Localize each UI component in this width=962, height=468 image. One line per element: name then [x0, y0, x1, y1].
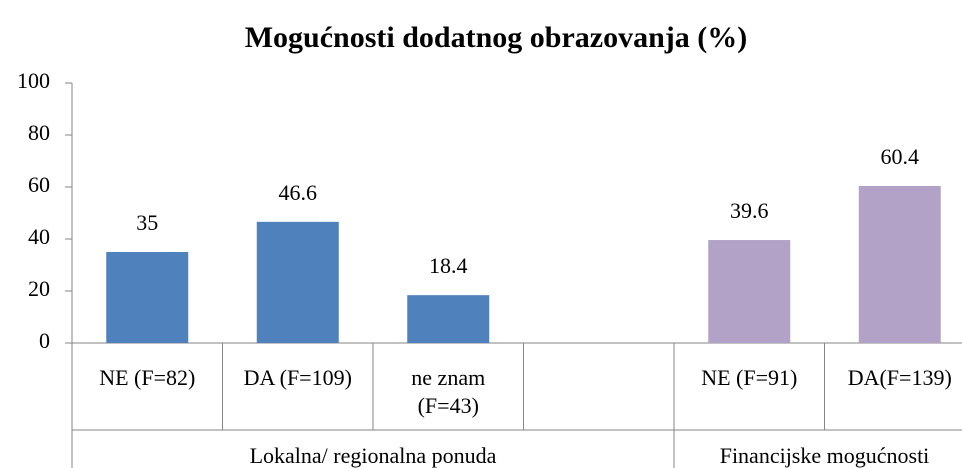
bar [708, 240, 791, 343]
value-label: 39.6 [730, 198, 769, 223]
bar [407, 295, 490, 343]
value-label: 35 [136, 210, 158, 235]
y-tick-label: 40 [28, 224, 50, 249]
bar [106, 252, 189, 343]
bar [256, 221, 339, 343]
group-label: Lokalna/ regionalna ponuda [250, 443, 497, 468]
x-tick-label: ne znam (F=43) [411, 365, 486, 418]
value-label: 46.6 [279, 180, 318, 205]
x-tick-label: DA(F=139) [847, 365, 952, 390]
y-tick-label: 20 [28, 276, 50, 301]
group-label: Financijske mogućnosti [720, 443, 930, 468]
value-label: 60.4 [881, 144, 920, 169]
x-tick-label: DA (F=109) [243, 365, 352, 390]
x-tick-label: NE (F=82) [99, 365, 196, 390]
y-tick-label: 80 [28, 120, 50, 145]
y-tick-label: 100 [17, 68, 50, 93]
value-label: 18.4 [429, 253, 468, 278]
x-tick-label: NE (F=91) [701, 365, 798, 390]
y-tick-label: 0 [39, 328, 50, 353]
y-tick-label: 60 [28, 172, 50, 197]
bar [858, 185, 941, 343]
chart-title: Mogućnosti dodatnog obrazovanja (%) [245, 21, 748, 54]
